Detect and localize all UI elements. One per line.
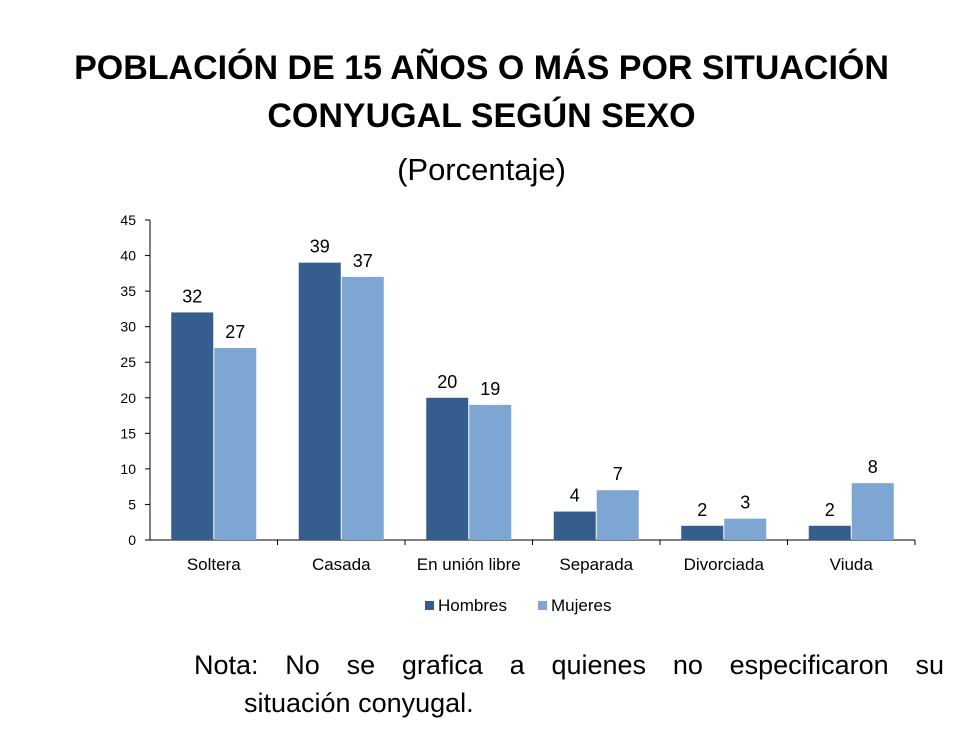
bar <box>808 525 851 540</box>
data-label: 7 <box>613 464 623 484</box>
bar <box>553 511 596 540</box>
x-tick-label: Casada <box>312 555 371 574</box>
y-tick-label: 5 <box>128 496 136 512</box>
y-tick-label: 45 <box>120 212 136 228</box>
bar <box>469 404 512 540</box>
bar <box>596 490 639 540</box>
y-tick-label: 30 <box>120 319 136 335</box>
data-label: 3 <box>740 493 750 513</box>
y-tick-label: 35 <box>120 283 136 299</box>
legend-swatch <box>538 601 547 610</box>
bar-chart: 0510152025303540453227Soltera3937Casada2… <box>120 212 916 615</box>
x-tick-label: Divorciada <box>684 555 765 574</box>
y-tick-label: 15 <box>120 425 136 441</box>
bar <box>298 262 341 540</box>
chart-title-line-2: conyugal según sexo <box>267 97 696 135</box>
data-label: 8 <box>868 457 878 477</box>
y-tick-label: 10 <box>120 461 136 477</box>
legend-label: Mujeres <box>551 596 611 615</box>
footnote-line-2: situación conyugal. <box>244 688 474 718</box>
chart-subtitle: (Porcentaje) <box>397 152 566 187</box>
data-label: 37 <box>353 251 373 271</box>
x-tick-label: Separada <box>559 555 633 574</box>
legend-label: Hombres <box>438 596 507 615</box>
bar <box>681 525 724 540</box>
bar <box>214 348 257 540</box>
footnote-line-1: Nota: No se grafica a quienes no especif… <box>194 650 944 680</box>
data-label: 2 <box>697 500 707 520</box>
x-tick-label: Soltera <box>187 555 241 574</box>
y-tick-label: 0 <box>128 532 136 548</box>
y-tick-label: 20 <box>120 390 136 406</box>
x-tick-label: Viuda <box>830 555 874 574</box>
data-label: 27 <box>225 322 245 342</box>
chart-title: Población de 15 años o más por situación… <box>0 44 963 140</box>
bar <box>851 483 894 540</box>
legend-swatch <box>425 601 434 610</box>
data-label: 39 <box>310 237 330 257</box>
x-tick-label: En unión libre <box>417 555 521 574</box>
bar <box>426 397 469 540</box>
y-tick-label: 25 <box>120 354 136 370</box>
footnote: Nota: No se grafica a quienes no especif… <box>194 646 944 722</box>
y-tick-label: 40 <box>120 248 136 264</box>
data-label: 4 <box>570 486 580 506</box>
data-label: 19 <box>480 379 500 399</box>
bar <box>341 276 384 540</box>
bar <box>171 312 214 540</box>
data-label: 2 <box>825 500 835 520</box>
bar <box>724 518 767 540</box>
chart-title-line-1: Población de 15 años o más por situación <box>74 49 889 87</box>
data-label: 20 <box>437 372 457 392</box>
data-label: 32 <box>182 286 202 306</box>
